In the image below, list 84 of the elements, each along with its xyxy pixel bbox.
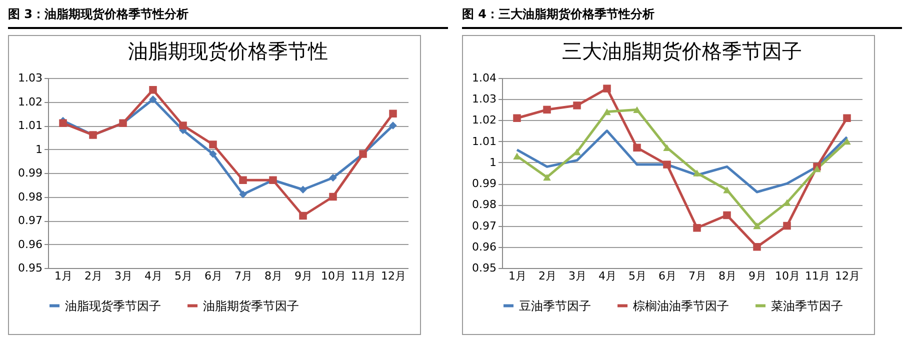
point (513, 114, 521, 122)
x-tick-label: 2月 (84, 270, 102, 282)
x-tick-label: 5月 (174, 270, 192, 282)
y-tick-label: 1.04 (472, 72, 496, 84)
point (663, 160, 671, 168)
x-tick-label: 5月 (628, 270, 646, 282)
point (693, 224, 701, 232)
y-tick-label: 0.96 (472, 240, 496, 254)
x-tick-label: 12月 (835, 270, 860, 282)
point (633, 106, 641, 114)
point (813, 165, 821, 172)
point (843, 114, 851, 122)
point (149, 96, 157, 104)
y-tick-label: 1.01 (472, 134, 496, 148)
legend-label: 油脂期货季节因子 (203, 298, 299, 313)
x-tick-label: 10月 (321, 270, 346, 282)
point (723, 186, 731, 194)
x-tick-label: 1月 (508, 270, 526, 282)
y-tick-label: 0.95 (472, 262, 496, 274)
point (239, 190, 247, 198)
x-tick-label: 11月 (805, 270, 830, 282)
x-tick-label: 12月 (381, 270, 406, 282)
x-tick-label: 8月 (264, 270, 282, 282)
y-tick-label: 1.02 (472, 114, 496, 127)
x-tick-label: 4月 (144, 270, 162, 282)
y-tick-label: 1.02 (18, 95, 42, 108)
x-tick-label: 9月 (294, 270, 312, 282)
point (723, 211, 731, 220)
chart-title: 图 4：三大油脂期货价格季节性分析 (462, 4, 902, 29)
x-tick-label: 7月 (234, 270, 252, 282)
x-tick-label: 1月 (54, 270, 72, 282)
point (753, 222, 761, 230)
point (543, 106, 551, 114)
point (693, 170, 701, 176)
y-tick-label: 1 (36, 142, 42, 156)
x-tick-label: 3月 (568, 270, 586, 282)
y-tick-label: 0.99 (472, 177, 496, 190)
point (573, 102, 581, 110)
x-tick-label: 2月 (538, 270, 556, 282)
point (633, 144, 641, 152)
point (389, 122, 397, 130)
x-tick-label: 8月 (718, 270, 736, 282)
point (389, 110, 397, 118)
x-tick-label: 11月 (351, 270, 376, 282)
chart-subtitle: 三大油脂期货价格季节因子 (562, 39, 802, 63)
x-tick-label: 4月 (598, 270, 616, 282)
y-tick-label: 0.97 (472, 219, 496, 232)
point (543, 174, 551, 181)
x-tick-label: 6月 (204, 270, 222, 282)
chart-title: 图 3：油脂期现货价格季节性分析 (8, 4, 448, 29)
x-tick-label: 9月 (748, 270, 766, 282)
y-tick-label: 1.03 (18, 72, 42, 84)
y-tick-label: 0.98 (18, 190, 42, 204)
legend-label: 菜油季节因子 (771, 298, 843, 313)
y-tick-label: 0.99 (18, 166, 42, 180)
legend-label: 豆油季节因子 (519, 298, 591, 313)
point (753, 243, 761, 251)
point (783, 222, 791, 230)
y-tick-label: 0.98 (472, 198, 496, 212)
point (209, 140, 217, 148)
y-tick-label: 0.97 (18, 214, 42, 227)
point (329, 192, 337, 201)
point (239, 176, 247, 184)
point (299, 186, 307, 194)
point (149, 86, 157, 94)
point (179, 122, 187, 130)
x-tick-label: 6月 (658, 270, 676, 282)
y-tick-label: 0.95 (18, 262, 42, 274)
point (603, 108, 611, 116)
point (209, 150, 217, 158)
x-tick-label: 3月 (114, 270, 132, 282)
y-tick-label: 0.96 (18, 238, 42, 251)
y-tick-label: 1 (490, 156, 496, 169)
y-tick-label: 1.01 (18, 119, 42, 132)
point (603, 84, 611, 92)
point (329, 174, 337, 182)
point (299, 212, 307, 220)
chart-subtitle: 油脂期现货价格季节性 (128, 39, 328, 63)
legend-label: 棕榈油油季节因子 (633, 298, 729, 313)
x-tick-label: 7月 (688, 270, 706, 282)
legend-label: 油脂现货季节因子 (65, 298, 161, 313)
x-tick-label: 10月 (775, 270, 800, 282)
point (59, 119, 67, 127)
y-tick-label: 1.03 (472, 92, 496, 106)
